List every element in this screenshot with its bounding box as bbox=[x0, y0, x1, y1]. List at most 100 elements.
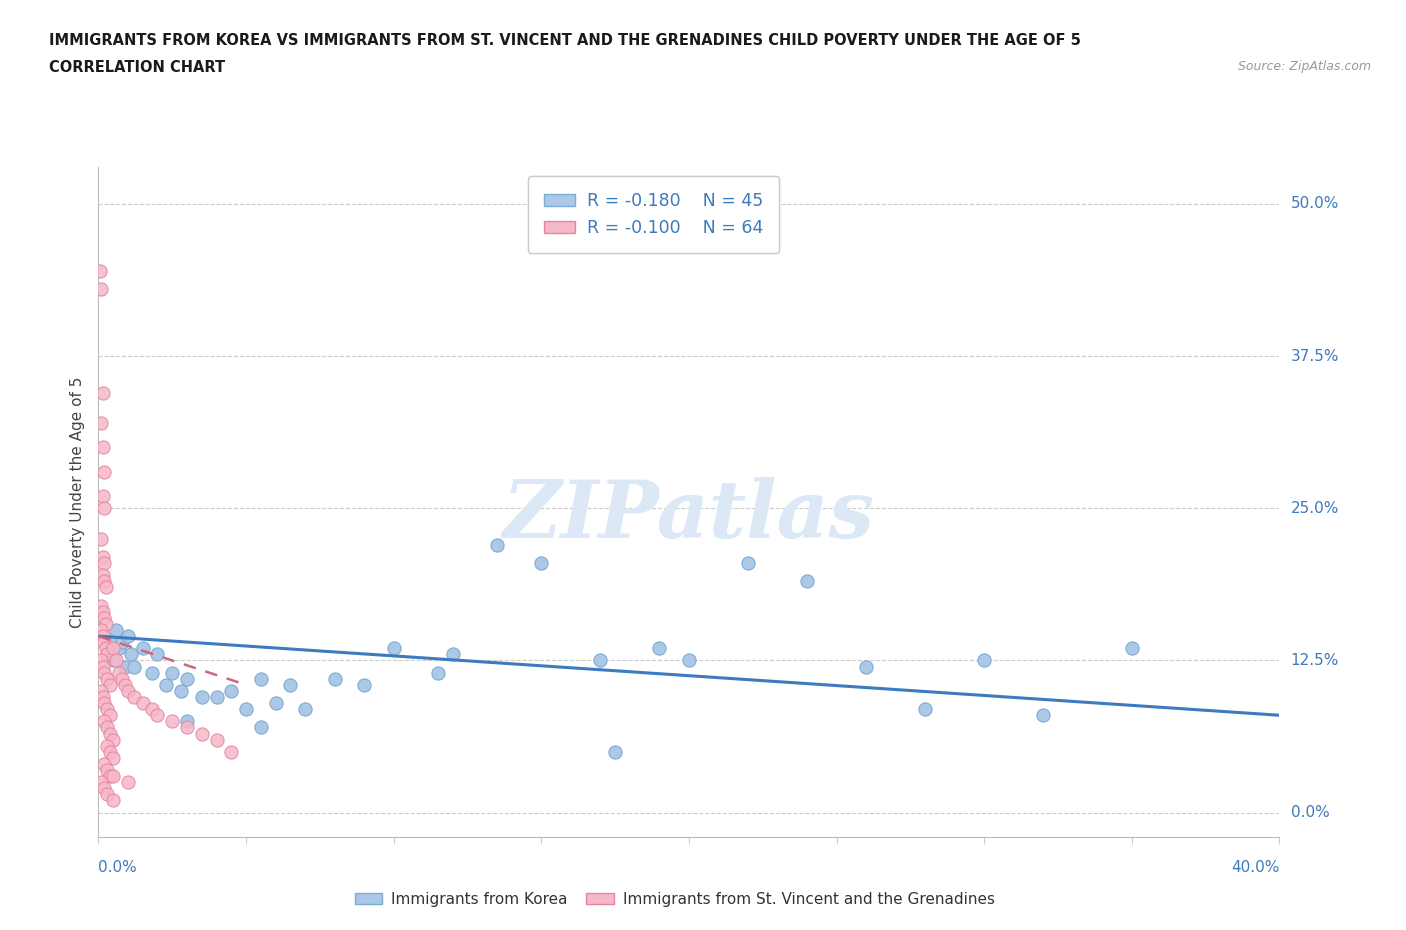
Point bbox=[91, 488, 114, 503]
Legend: R = -0.180    N = 45, R = -0.100    N = 64: R = -0.180 N = 45, R = -0.100 N = 64 bbox=[529, 176, 779, 253]
Point bbox=[176, 671, 198, 686]
Point bbox=[93, 635, 115, 650]
Point bbox=[294, 702, 316, 717]
Point bbox=[132, 696, 155, 711]
Point bbox=[205, 732, 228, 747]
Point bbox=[219, 744, 243, 759]
Point bbox=[105, 653, 128, 668]
Point bbox=[93, 781, 115, 796]
Point bbox=[103, 769, 125, 784]
Point bbox=[96, 738, 118, 753]
Text: 12.5%: 12.5% bbox=[1291, 653, 1339, 668]
Point bbox=[1032, 708, 1054, 723]
Point bbox=[191, 726, 214, 741]
Point bbox=[120, 647, 142, 662]
Point bbox=[264, 696, 287, 711]
Point bbox=[117, 684, 139, 698]
Point bbox=[93, 574, 115, 589]
Point bbox=[90, 684, 112, 698]
Text: Source: ZipAtlas.com: Source: ZipAtlas.com bbox=[1237, 60, 1371, 73]
Text: IMMIGRANTS FROM KOREA VS IMMIGRANTS FROM ST. VINCENT AND THE GRENADINES CHILD PO: IMMIGRANTS FROM KOREA VS IMMIGRANTS FROM… bbox=[49, 33, 1081, 47]
Point bbox=[103, 653, 125, 668]
Point bbox=[155, 677, 177, 692]
Point bbox=[486, 538, 509, 552]
Point bbox=[530, 555, 553, 570]
Point bbox=[90, 653, 112, 668]
Point bbox=[93, 756, 115, 771]
Point bbox=[176, 720, 198, 735]
Point bbox=[146, 647, 169, 662]
Point bbox=[103, 641, 125, 656]
Point bbox=[111, 671, 134, 686]
Point bbox=[98, 677, 121, 692]
Point bbox=[93, 464, 115, 479]
Point bbox=[91, 604, 114, 619]
Point bbox=[96, 763, 118, 777]
Text: 0.0%: 0.0% bbox=[98, 860, 138, 875]
Y-axis label: Child Poverty Under the Age of 5: Child Poverty Under the Age of 5 bbox=[70, 377, 86, 628]
Point bbox=[205, 689, 228, 704]
Point bbox=[90, 598, 112, 613]
Point bbox=[678, 653, 700, 668]
Point bbox=[141, 665, 163, 680]
Text: 40.0%: 40.0% bbox=[1232, 860, 1279, 875]
Point bbox=[91, 385, 114, 400]
Point bbox=[94, 580, 117, 595]
Point bbox=[98, 708, 121, 723]
Point bbox=[94, 617, 117, 631]
Point bbox=[323, 671, 346, 686]
Point bbox=[91, 659, 114, 674]
Point bbox=[117, 629, 139, 644]
Legend: Immigrants from Korea, Immigrants from St. Vincent and the Grenadines: Immigrants from Korea, Immigrants from S… bbox=[349, 886, 1001, 913]
Point bbox=[855, 659, 877, 674]
Point bbox=[93, 555, 115, 570]
Point bbox=[382, 641, 405, 656]
Point bbox=[162, 714, 183, 729]
Point bbox=[90, 282, 112, 297]
Point bbox=[796, 574, 818, 589]
Point bbox=[605, 744, 627, 759]
Point bbox=[91, 550, 114, 565]
Point bbox=[737, 555, 759, 570]
Text: 37.5%: 37.5% bbox=[1291, 349, 1339, 364]
Point bbox=[90, 531, 112, 546]
Point bbox=[589, 653, 612, 668]
Point bbox=[235, 702, 257, 717]
Point bbox=[90, 775, 112, 790]
Point bbox=[98, 635, 121, 650]
Point bbox=[91, 568, 114, 583]
Point bbox=[96, 671, 118, 686]
Point bbox=[170, 684, 193, 698]
Point bbox=[122, 659, 145, 674]
Point bbox=[114, 659, 136, 674]
Point bbox=[648, 641, 671, 656]
Point bbox=[105, 622, 128, 637]
Point bbox=[146, 708, 169, 723]
Point bbox=[93, 610, 115, 625]
Point bbox=[94, 641, 117, 656]
Point bbox=[93, 665, 115, 680]
Point bbox=[90, 416, 112, 431]
Point bbox=[162, 665, 183, 680]
Point bbox=[353, 677, 375, 692]
Point bbox=[103, 793, 125, 808]
Point bbox=[176, 714, 198, 729]
Point bbox=[141, 702, 163, 717]
Point bbox=[441, 647, 464, 662]
Point bbox=[1121, 641, 1143, 656]
Point bbox=[90, 622, 112, 637]
Point bbox=[103, 751, 125, 765]
Point bbox=[191, 689, 214, 704]
Point bbox=[250, 671, 273, 686]
Text: CORRELATION CHART: CORRELATION CHART bbox=[49, 60, 225, 75]
Point bbox=[132, 641, 155, 656]
Point bbox=[122, 689, 145, 704]
Point bbox=[91, 689, 114, 704]
Point bbox=[91, 629, 114, 644]
Point bbox=[914, 702, 936, 717]
Point bbox=[91, 440, 114, 455]
Text: 0.0%: 0.0% bbox=[1291, 805, 1329, 820]
Point bbox=[117, 775, 139, 790]
Point bbox=[96, 787, 118, 802]
Point bbox=[96, 647, 118, 662]
